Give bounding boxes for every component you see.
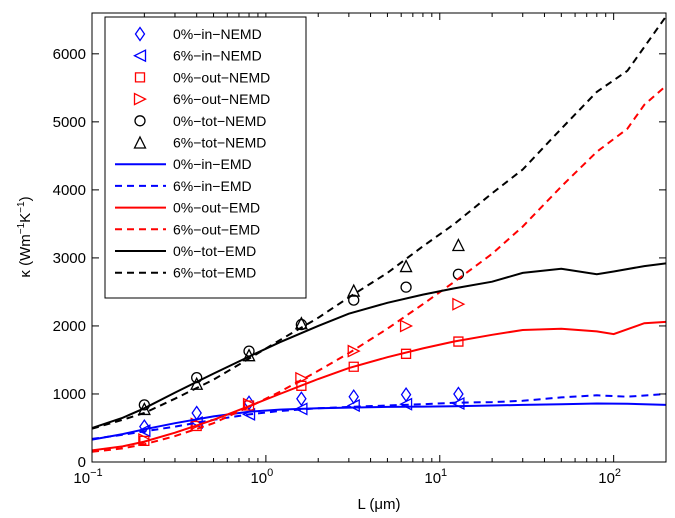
series-line-0pct-out-emd [92,320,666,452]
x-tick-label: 10−1 [73,467,102,487]
legend-label: 6%−in−NEMD [173,48,262,64]
legend-swatch [133,92,147,106]
y-axis-label-end: ) [17,196,34,201]
legend-item-6pct-tot-emd: 6%−tot−EMD [115,265,256,281]
data-point-0pct-tot-nemd [400,281,412,293]
data-point-6pct-out-nemd [347,344,361,358]
legend-label: 6%−out−NEMD [173,91,270,107]
y-tick-label: 2000 [53,318,86,335]
series-0pct-tot-emd [92,262,666,429]
legend-item-0pct-tot-nemd: 0%−tot−NEMD [134,113,266,129]
legend-label: 0%−out−EMD [173,200,260,216]
legend-label: 0%−out−NEMD [173,69,270,85]
legend-label: 0%−in−NEMD [173,26,262,42]
legend-label: 0%−tot−EMD [173,243,256,259]
legend-item-6pct-out-nemd: 6%−out−NEMD [133,91,270,107]
data-point-6pct-out-nemd [452,297,466,311]
y-axis-label-exp2: −1 [16,201,27,213]
data-point-6pct-tot-nemd [399,259,413,273]
series-line-0pct-tot-emd [92,262,666,429]
data-point-6pct-in-nemd [346,398,360,413]
x-axis-label: L (μm) [357,496,400,513]
legend-item-0pct-out-nemd: 0%−out−NEMD [134,69,270,85]
y-axis-label-mid: K [17,213,34,223]
x-tick-label: 100 [250,467,273,487]
legend-item-6pct-tot-nemd: 6%−tot−NEMD [133,135,266,151]
data-point-0pct-tot-nemd [295,318,308,331]
data-point-0pct-tot-nemd [348,294,360,306]
x-axis: 10−1 100 101 102 [73,13,667,487]
legend-swatch [133,135,147,149]
series-6pct-tot-emd [92,15,666,430]
legend-swatch [133,49,147,63]
legend-item-0pct-in-nemd: 0%−in−NEMD [134,26,262,42]
x-tick-label: 102 [598,467,621,487]
y-tick-label: 1000 [53,386,86,403]
legend-item-6pct-in-nemd: 6%−in−NEMD [133,48,262,64]
legend-item-0pct-tot-emd: 0%−tot−EMD [115,243,256,259]
series-0pct-in-nemd [139,386,464,435]
y-tick-label: 6000 [53,46,86,63]
y-axis-label-base: κ (Wm [17,234,34,277]
legend-swatch [134,72,146,83]
series-6pct-in-emd [92,393,666,440]
legend-item-6pct-out-emd: 6%−out−EMD [115,221,260,237]
y-tick-label: 3000 [53,250,86,267]
data-point-6pct-tot-nemd [451,238,465,252]
y-tick-label: 5000 [53,114,86,131]
data-point-6pct-out-nemd [399,319,414,333]
data-point-0pct-out-nemd [400,348,412,359]
legend-item-6pct-in-emd: 6%−in−EMD [115,178,252,194]
data-point-0pct-in-nemd [296,391,307,407]
series-line-6pct-in-emd [92,393,666,440]
axes-frame [91,12,667,463]
legend-label: 6%−out−EMD [173,221,260,237]
legend-label: 0%−in−EMD [173,156,252,172]
y-axis-label-exp1: −1 [16,222,27,234]
y-tick-label: 4000 [53,182,86,199]
series-0pct-out-emd [92,320,666,452]
data-point-6pct-tot-nemd [347,283,361,297]
legend-label: 0%−tot−NEMD [173,113,266,129]
legend-item-0pct-out-emd: 0%−out−EMD [115,200,260,216]
y-axis: 0 1000 2000 3000 4000 5000 6000 [53,46,666,471]
y-tick-label: 0 [78,454,86,471]
series-line-6pct-out-emd [92,85,666,453]
legend-item-0pct-in-emd: 0%−in−EMD [115,156,252,172]
series-0pct-in-emd [92,402,666,441]
legend: 0%−in−NEMD 6%−in−NEMD 0%−out−NEMD 6%−out−NE… [104,16,307,299]
legend-label: 6%−tot−EMD [173,265,256,281]
series-line-0pct-in-emd [92,402,666,441]
data-point-6pct-in-nemd [137,424,151,438]
legend-swatch [134,26,146,42]
x-tick-label: 101 [424,467,447,487]
series-layer [92,15,666,453]
series-6pct-out-emd [92,85,666,453]
data-point-0pct-out-nemd [453,336,464,347]
legend-swatch [134,115,146,127]
series-6pct-out-nemd [138,297,466,447]
series-line-6pct-tot-emd [92,15,666,430]
y-axis-label: κ (Wm−1K−1) [16,196,34,277]
legend-label: 6%−in−EMD [173,178,252,194]
legend-label: 6%−tot−NEMD [173,135,266,151]
